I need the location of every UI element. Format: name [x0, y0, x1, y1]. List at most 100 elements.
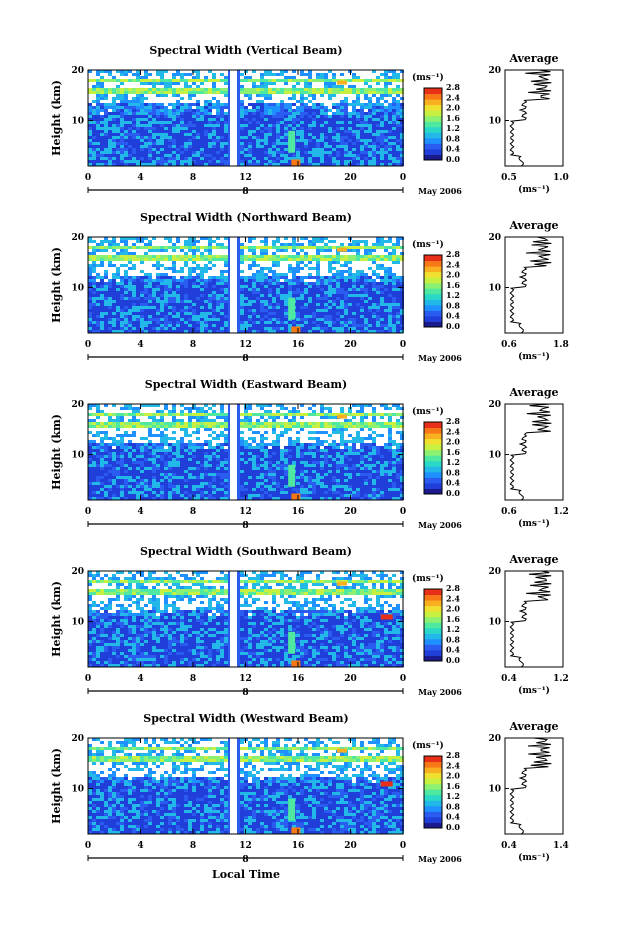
heatmap-cell	[376, 160, 380, 163]
heatmap-cell	[392, 157, 396, 160]
heatmap-cell	[240, 288, 244, 291]
heatmap-cell	[260, 73, 264, 76]
heatmap-cell	[160, 297, 164, 300]
heatmap-cell	[188, 249, 192, 252]
heatmap-cell	[348, 88, 352, 91]
heatmap-cell	[200, 97, 204, 100]
heatmap-cell	[360, 121, 364, 124]
heatmap-cell	[108, 321, 112, 324]
heatmap-cell	[140, 312, 144, 315]
heatmap-cell	[280, 124, 284, 127]
heatmap-cell	[132, 91, 136, 94]
colorbar-swatch	[424, 94, 442, 100]
heatmap-cell	[248, 148, 252, 151]
heatmap-cell	[308, 106, 312, 109]
heatmap-cell	[136, 270, 140, 273]
heatmap-cell	[276, 139, 280, 142]
heatmap-cell	[268, 151, 272, 154]
heatmap-cell	[272, 136, 276, 139]
heatmap-cell	[260, 306, 264, 309]
heatmap-cell	[244, 315, 248, 318]
heatmap-cell	[172, 124, 176, 127]
heatmap-cell	[112, 273, 116, 276]
heatmap-cell	[312, 324, 316, 327]
heatmap-cell	[204, 246, 208, 249]
heatmap-cell	[256, 324, 260, 327]
heatmap-cell	[156, 142, 160, 145]
heatmap-cell	[104, 151, 108, 154]
heatmap-cell	[256, 300, 260, 303]
heatmap-cell	[164, 142, 168, 145]
heatmap-cell	[368, 297, 372, 300]
heatmap-cell	[376, 264, 380, 267]
heatmap-cell	[108, 252, 112, 255]
heatmap-cell	[336, 91, 340, 94]
heatmap-cell	[176, 82, 180, 85]
heatmap-cell	[292, 103, 296, 106]
heatmap-cell	[112, 109, 116, 112]
heatmap-cell	[288, 255, 292, 258]
heatmap-cell	[144, 282, 148, 285]
heatmap-cell	[304, 312, 308, 315]
heatmap-cell	[364, 291, 368, 294]
heatmap-cell	[332, 88, 336, 91]
heatmap-cell	[248, 157, 252, 160]
heatmap-cell	[204, 267, 208, 270]
heatmap-cell	[304, 148, 308, 151]
heatmap-cell	[320, 279, 324, 282]
heatmap-cell	[300, 294, 304, 297]
heatmap-cell	[360, 324, 364, 327]
heatmap-cell	[380, 76, 384, 79]
heatmap-cell	[104, 85, 108, 88]
heatmap-cell	[148, 118, 152, 121]
heatmap-cell	[112, 240, 116, 243]
heatmap-cell	[280, 315, 284, 318]
heatmap-cell	[312, 306, 316, 309]
heatmap-cell	[260, 79, 264, 82]
heatmap-cell	[192, 291, 196, 294]
heatmap-cell	[344, 73, 348, 76]
heatmap-cell	[92, 88, 96, 91]
heatmap-cell	[284, 79, 288, 82]
heatmap-cell	[192, 276, 196, 279]
heatmap-cell	[160, 139, 164, 142]
heatmap-cell	[240, 246, 244, 249]
heatmap-cell	[352, 91, 356, 94]
heatmap-cell	[164, 267, 168, 270]
heatmap-cell	[276, 112, 280, 115]
heatmap-cell	[296, 88, 300, 91]
heatmap-cell	[184, 279, 188, 282]
heatmap-cell	[88, 243, 92, 246]
heatmap-cell	[264, 255, 268, 258]
heatmap-cell	[248, 136, 252, 139]
heatmap-cell	[276, 85, 280, 88]
heatmap-cell	[116, 240, 120, 243]
heatmap-cell	[284, 100, 288, 103]
heatmap-cell	[156, 151, 160, 154]
heatmap-cell	[92, 267, 96, 270]
heatmap-cell	[124, 157, 128, 160]
heatmap-cell	[248, 97, 252, 100]
heatmap-cell	[364, 276, 368, 279]
heatmap-cell	[252, 145, 256, 148]
heatmap-cell	[192, 288, 196, 291]
heatmap-cell	[380, 291, 384, 294]
heatmap-cell	[100, 136, 104, 139]
heatmap-cell	[168, 288, 172, 291]
heatmap-cell	[184, 285, 188, 288]
heatmap-cell	[364, 312, 368, 315]
heatmap-cell	[288, 276, 292, 279]
heatmap-cell	[392, 79, 396, 82]
heatmap-cell	[324, 285, 328, 288]
colorbar-swatch	[424, 283, 442, 289]
heatmap-cell	[360, 157, 364, 160]
heatmap-cell	[248, 85, 252, 88]
heatmap-cell	[240, 73, 244, 76]
heatmap-cell	[184, 276, 188, 279]
heatmap-cell	[88, 79, 92, 82]
heatmap-cell	[212, 315, 216, 318]
heatmap-cell	[348, 79, 352, 82]
heatmap-cell	[96, 109, 100, 112]
heatmap-cell	[384, 112, 388, 115]
heatmap-cell	[324, 100, 328, 103]
